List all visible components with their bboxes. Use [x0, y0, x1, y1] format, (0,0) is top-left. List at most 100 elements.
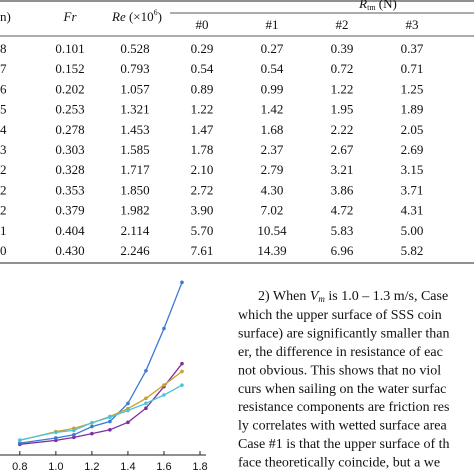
re-symbol: Re [111, 9, 126, 24]
header-case: #3 [406, 17, 419, 32]
table-cell: 0.278 [55, 122, 84, 137]
table-cell: 3.71 [401, 182, 424, 197]
table-body: 8 0.101 0.528 0.29 0.27 0.39 0.37 7 0.152 0.793 0.… [0, 41, 424, 258]
table-cell: 7.61 [191, 243, 214, 258]
series-point [72, 428, 76, 433]
series-point [90, 431, 94, 436]
table-cell: 2 [0, 182, 7, 197]
symbol: V [310, 289, 320, 304]
table-cell: 1.78 [191, 142, 214, 157]
text-line: which the upper surface of SSS coin [238, 308, 442, 323]
table-cell: 1.982 [120, 203, 149, 218]
text-line: ly correlates with wetted surface area [238, 419, 448, 434]
x-tick-label: 1.4 [120, 461, 135, 473]
header-case: #1 [266, 17, 279, 32]
rtm-unit: (N) [376, 0, 397, 11]
subscript: m [318, 294, 325, 304]
x-tick-label: 0.8 [12, 461, 27, 473]
series-point [144, 401, 148, 406]
series-point [72, 433, 76, 437]
table-cell: 0.353 [55, 182, 84, 197]
table-cell: 1.453 [120, 122, 149, 137]
table-cell: 0.202 [55, 81, 84, 96]
series-line [19, 282, 183, 444]
table-cell: 2.69 [401, 142, 424, 157]
table-cell: 0.379 [55, 203, 84, 218]
table-cell: 0.37 [401, 41, 424, 56]
series-point [162, 393, 166, 397]
table-cell: 0.404 [55, 223, 85, 238]
series-point [18, 441, 22, 445]
table-cell: 0.528 [120, 41, 149, 56]
table-cell: 7 [0, 61, 7, 76]
text-line: face theoretically coincide, but a we [238, 455, 440, 470]
table-cell: 1.321 [120, 102, 149, 117]
table-cell: 1.850 [120, 182, 149, 197]
table-cell: 3.15 [401, 162, 424, 177]
table-cell: 5.82 [401, 243, 424, 258]
table-cell: 1.25 [401, 81, 424, 96]
series-point [54, 436, 58, 440]
header-case: #0 [196, 17, 209, 32]
series-point [144, 406, 148, 411]
table-cell: 0.303 [55, 142, 84, 157]
chart: 0.8 1.0 1.2 1.4 1.6 1.8 [0, 280, 208, 473]
table-cell: 4.30 [261, 182, 284, 197]
x-tick-label: 1.8 [192, 461, 207, 473]
header-re: Re (×106) [111, 8, 162, 24]
table-cell: 4.31 [401, 203, 424, 218]
table-cell: 2 [0, 203, 7, 218]
x-tick-label: 1.6 [156, 461, 171, 473]
table-cell: 5.00 [401, 223, 424, 238]
series-line [19, 370, 183, 442]
table-cell: 1.057 [120, 81, 150, 96]
text-line: not obvious. This shows that no viol [238, 363, 441, 378]
series-point [180, 369, 184, 374]
x-tick-label: 1.0 [48, 461, 63, 473]
body-text: 2) When Vm is 1.0 – 1.3 m/s, Case which … [238, 289, 450, 474]
series-point [144, 396, 148, 401]
series-point [180, 383, 184, 387]
series-point [18, 438, 22, 442]
table-cell: 4.72 [331, 203, 354, 218]
table-cell: 1.22 [331, 81, 354, 96]
text-part: 2) When [258, 289, 310, 304]
table-cell: 0.54 [191, 61, 214, 76]
table-cell: 3.86 [331, 182, 354, 197]
table-cell: 0.430 [55, 243, 84, 258]
series-point [162, 326, 166, 331]
table-cell: 6 [0, 81, 7, 96]
table-cell: 0.99 [261, 81, 284, 96]
table-cell: 0.39 [331, 41, 354, 56]
table-cell: 8 [0, 41, 7, 56]
table-cell: 2.246 [120, 243, 150, 258]
text-line: 2) When Vm is 1.0 – 1.3 m/s, Case [258, 289, 448, 304]
table-cell: 1.95 [331, 102, 354, 117]
text-line: curs when sailing on the water surfac [238, 382, 446, 397]
table-cell: 3.21 [331, 162, 354, 177]
table-cell: 0.54 [261, 61, 284, 76]
series-point [108, 428, 112, 432]
table-cell: 0.29 [191, 41, 214, 56]
table-cell: 1.42 [261, 102, 284, 117]
table-cell: 1.47 [191, 122, 214, 137]
series-point [180, 280, 184, 285]
x-tick-label: 1.2 [84, 461, 99, 473]
table-cell: 2.114 [121, 223, 150, 238]
series-line [19, 363, 183, 445]
table-cell: 0.152 [55, 61, 84, 76]
table-cell: 1 [0, 223, 7, 238]
table-cell: 5 [0, 102, 7, 117]
re-close: ) [158, 9, 162, 24]
rtm-symbol: R [358, 0, 367, 11]
series-point [90, 424, 94, 429]
table-cell: 14.39 [257, 243, 286, 258]
table-cell: 1.22 [191, 102, 214, 117]
table-cell: 0.101 [55, 41, 84, 56]
table-cell: 3.90 [191, 203, 214, 218]
series-point [90, 420, 94, 425]
table-cell: 1.717 [120, 162, 150, 177]
header-fr: Fr [63, 9, 78, 24]
series-point [144, 368, 148, 373]
